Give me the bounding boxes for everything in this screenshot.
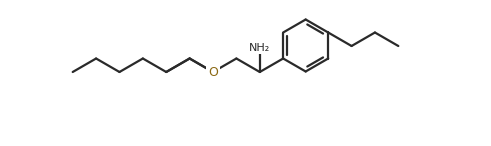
Text: NH₂: NH₂ [249,43,271,53]
Text: O: O [208,66,218,79]
